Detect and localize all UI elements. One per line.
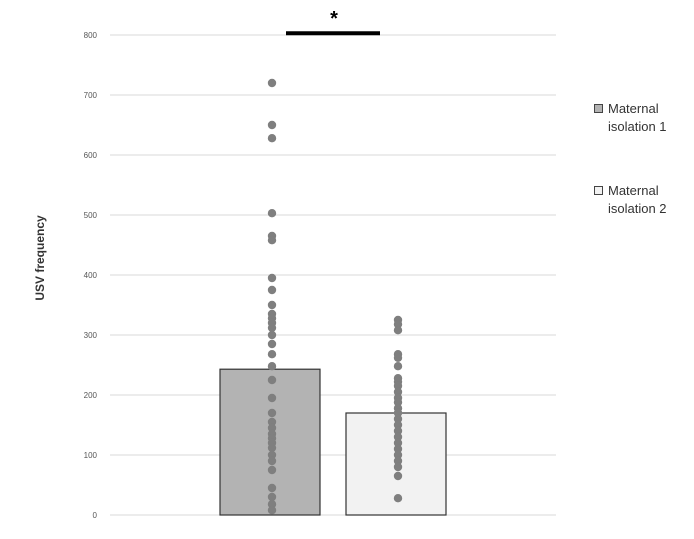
data-point [393,320,403,329]
data-point [393,438,403,448]
data-point [267,236,277,245]
data-point [267,500,277,509]
legend-swatch-1 [594,104,603,113]
data-point [267,339,277,349]
data-point [393,462,403,472]
data-point [267,465,277,475]
data-point [393,408,403,418]
data-point [393,414,403,424]
y-tick-label: 600 [84,151,98,160]
data-point [267,120,277,130]
data-point [267,393,277,403]
data-point [267,456,277,466]
y-axis-label: USV frequency [33,215,47,301]
data-point [267,273,277,283]
y-tick-label: 300 [84,331,98,340]
data-point [393,398,403,407]
data-point [267,134,277,143]
legend-item-maternal-isolation-1: Maternal isolation 1 [594,100,692,136]
significance-asterisk: * [330,8,338,30]
bars [219,368,447,516]
y-tick-label: 200 [84,391,98,400]
legend-label-2-line2: isolation 2 [608,201,667,216]
data-point [393,353,403,362]
significance-marker: * [286,8,380,36]
data-point [267,209,277,218]
data-point [393,432,403,442]
y-tick-label: 800 [84,31,98,40]
data-point [393,426,403,436]
data-point [267,423,277,433]
legend: Maternal isolation 1 Maternal isolation … [594,100,692,218]
data-point [267,483,277,493]
data-point [267,323,277,332]
data-point [267,350,277,359]
data-point [267,285,277,295]
data-point [267,443,277,452]
y-tick-label: 100 [84,451,98,460]
data-point [267,417,277,427]
legend-label-1-line2: isolation 1 [608,119,667,134]
legend-label-2-line1: Maternal [608,183,659,198]
data-point [393,456,403,466]
y-tick-label: 0 [93,511,98,520]
data-point [393,471,403,481]
data-point [393,326,403,335]
data-point [267,362,277,371]
data-point [267,330,277,340]
data-point [393,444,403,454]
data-point [393,381,403,391]
data-point [267,300,277,310]
data-point [393,387,403,397]
data-point [267,450,277,460]
data-point [393,494,403,503]
gridlines [110,34,556,516]
data-point [267,492,277,502]
data-points [267,78,403,515]
y-tick-label: 700 [84,91,98,100]
y-tick-labels: 0 100 200 300 400 500 600 700 800 [84,31,98,520]
legend-swatch-2 [594,186,603,195]
data-point [267,506,277,515]
legend-item-maternal-isolation-2: Maternal isolation 2 [594,182,692,218]
data-point [267,375,277,385]
data-point [393,420,403,430]
y-tick-label: 400 [84,271,98,280]
legend-label-1-line1: Maternal [608,101,659,116]
y-tick-label: 500 [84,211,98,220]
data-point [393,450,403,460]
data-point [267,408,277,418]
data-point [393,362,403,371]
data-point [267,78,277,88]
